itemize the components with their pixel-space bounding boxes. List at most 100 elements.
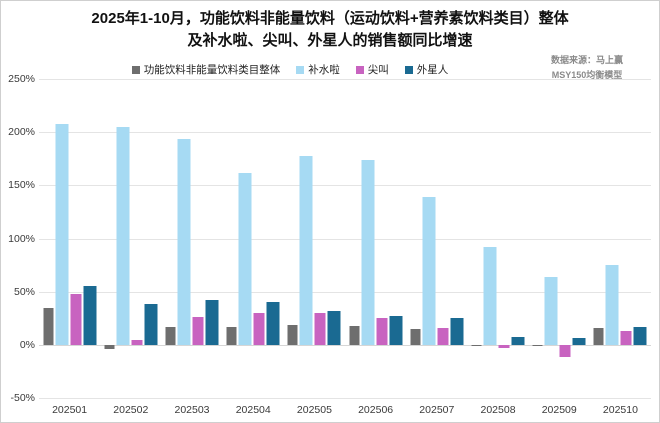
- bar-202501-series-3: [83, 286, 97, 345]
- gridline: [39, 238, 651, 240]
- x-tick-label: 202505: [296, 404, 332, 416]
- bar-202506-series-3: [389, 316, 403, 345]
- bar-202510-series-1: [605, 265, 619, 345]
- bar-202508-series-2: [498, 344, 510, 349]
- bar-202509-series-3: [572, 338, 586, 345]
- bar-202502-series-0: [104, 344, 115, 350]
- bar-202504-series-1: [238, 172, 252, 345]
- bar-cluster: [43, 79, 97, 398]
- legend-item-0: 功能饮料非能量饮料类目整体: [131, 62, 281, 77]
- legend-label: 功能饮料非能量饮料类目整体: [143, 64, 281, 76]
- bar-202510-series-2: [620, 331, 632, 345]
- bar-cluster: [532, 79, 586, 398]
- x-tick-label: 202507: [419, 404, 455, 416]
- x-tick-label: 202510: [602, 404, 638, 416]
- legend-label: 尖叫: [367, 64, 389, 76]
- bar-202505-series-2: [314, 312, 326, 345]
- y-tick-label: 50%: [13, 285, 35, 298]
- bar-group-202506: [345, 79, 406, 398]
- legend: 功能饮料非能量饮料类目整体 补水啦 尖叫 外星人: [31, 62, 549, 77]
- bar-group-202501: [39, 79, 100, 398]
- bar-202508-series-0: [471, 344, 482, 347]
- x-tick-label: 202508: [480, 404, 516, 416]
- bar-202510-series-0: [593, 327, 604, 345]
- bar-202508-series-1: [483, 247, 497, 345]
- bar-202502-series-1: [116, 126, 130, 345]
- bar-202510-series-3: [633, 326, 647, 345]
- bar-202509-series-0: [532, 344, 543, 347]
- bar-cluster: [287, 79, 341, 398]
- bar-group-202508: [467, 79, 528, 398]
- y-tick-label: 200%: [8, 126, 35, 139]
- bar-202507-series-1: [422, 197, 436, 345]
- y-tick-label: -50%: [10, 392, 35, 404]
- bar-cluster: [349, 79, 403, 398]
- bar-202507-series-0: [410, 328, 421, 345]
- legend-marker-icon: [355, 65, 364, 74]
- data-source-line2: MSY150均衡模型: [551, 70, 623, 81]
- bar-group-202502: [100, 79, 161, 398]
- legend-marker-icon: [296, 65, 305, 74]
- bar-group-202510: [590, 79, 651, 398]
- legend-item-2: 尖叫: [355, 62, 389, 77]
- bar-202509-series-1: [544, 276, 558, 345]
- gridline: [39, 291, 651, 293]
- bar-202504-series-3: [266, 302, 280, 345]
- y-tick-label: 0%: [19, 338, 35, 351]
- bar-202507-series-3: [450, 318, 464, 345]
- y-tick-label: 100%: [8, 232, 35, 245]
- bar-cluster: [226, 79, 280, 398]
- bar-202503-series-0: [165, 326, 176, 345]
- bar-202501-series-0: [43, 307, 54, 345]
- x-tick-label: 202504: [235, 404, 271, 416]
- x-tick-label: 202501: [52, 404, 88, 416]
- plot-area: [39, 79, 651, 399]
- bar-group-202509: [529, 79, 590, 398]
- bar-202501-series-1: [55, 123, 69, 345]
- bar-cluster: [593, 79, 647, 398]
- data-source-line1: 数据来源：马上赢: [550, 55, 623, 65]
- chart-title: 2025年1-10月，功能饮料非能量饮料（运动饮料+营养素饮料类目）整体 及补水…: [1, 8, 659, 52]
- bar-202501-series-2: [70, 293, 82, 345]
- x-tick-label: 202503: [174, 404, 210, 416]
- bar-202505-series-3: [327, 310, 341, 345]
- bar-group-202503: [161, 79, 222, 398]
- bar-202507-series-2: [437, 327, 449, 345]
- x-axis: 202501 202502 202503 202504 202505 202506 2025…: [39, 398, 651, 416]
- y-axis: -50% 0% 50% 100% 150% 200% 250%: [7, 73, 39, 404]
- bar-cluster: [410, 79, 464, 398]
- bar-202502-series-3: [144, 304, 158, 345]
- bar-group-202504: [223, 79, 284, 398]
- data-source: 数据来源：马上赢 MSY150均衡模型: [527, 53, 647, 84]
- legend-marker-icon: [131, 65, 140, 74]
- legend-item-3: 外星人: [404, 62, 449, 77]
- bar-groups: [39, 79, 651, 398]
- bar-202503-series-3: [205, 300, 219, 345]
- bar-202505-series-1: [299, 155, 313, 345]
- bar-202505-series-0: [287, 324, 298, 345]
- x-tick-label: 202502: [113, 404, 149, 416]
- chart-title-line1: 2025年1-10月，功能饮料非能量饮料（运动饮料+营养素饮料类目）整体: [91, 10, 569, 27]
- bar-202509-series-2: [559, 344, 571, 357]
- gridline: [39, 398, 651, 399]
- bar-202504-series-2: [253, 312, 265, 345]
- bar-202502-series-2: [131, 339, 143, 345]
- bar-chart: -50% 0% 50% 100% 150% 200% 250%: [7, 73, 651, 404]
- bar-group-202507: [406, 79, 467, 398]
- zero-gridline: [39, 344, 651, 346]
- bar-cluster: [104, 79, 158, 398]
- bar-202506-series-0: [349, 325, 360, 345]
- y-tick-label: 250%: [8, 73, 35, 85]
- chart-title-line2: 及补水啦、尖叫、外星人的销售额同比增速: [187, 31, 473, 49]
- gridline: [39, 79, 651, 80]
- bar-202504-series-0: [226, 326, 237, 345]
- bar-202503-series-1: [177, 138, 191, 345]
- bar-cluster: [165, 79, 219, 398]
- bar-202508-series-3: [511, 337, 525, 345]
- legend-label: 外星人: [416, 64, 449, 76]
- bar-202503-series-2: [192, 317, 204, 345]
- gridline: [39, 185, 651, 187]
- y-tick-label: 150%: [8, 179, 35, 192]
- bar-group-202505: [284, 79, 345, 398]
- gridline: [39, 132, 651, 134]
